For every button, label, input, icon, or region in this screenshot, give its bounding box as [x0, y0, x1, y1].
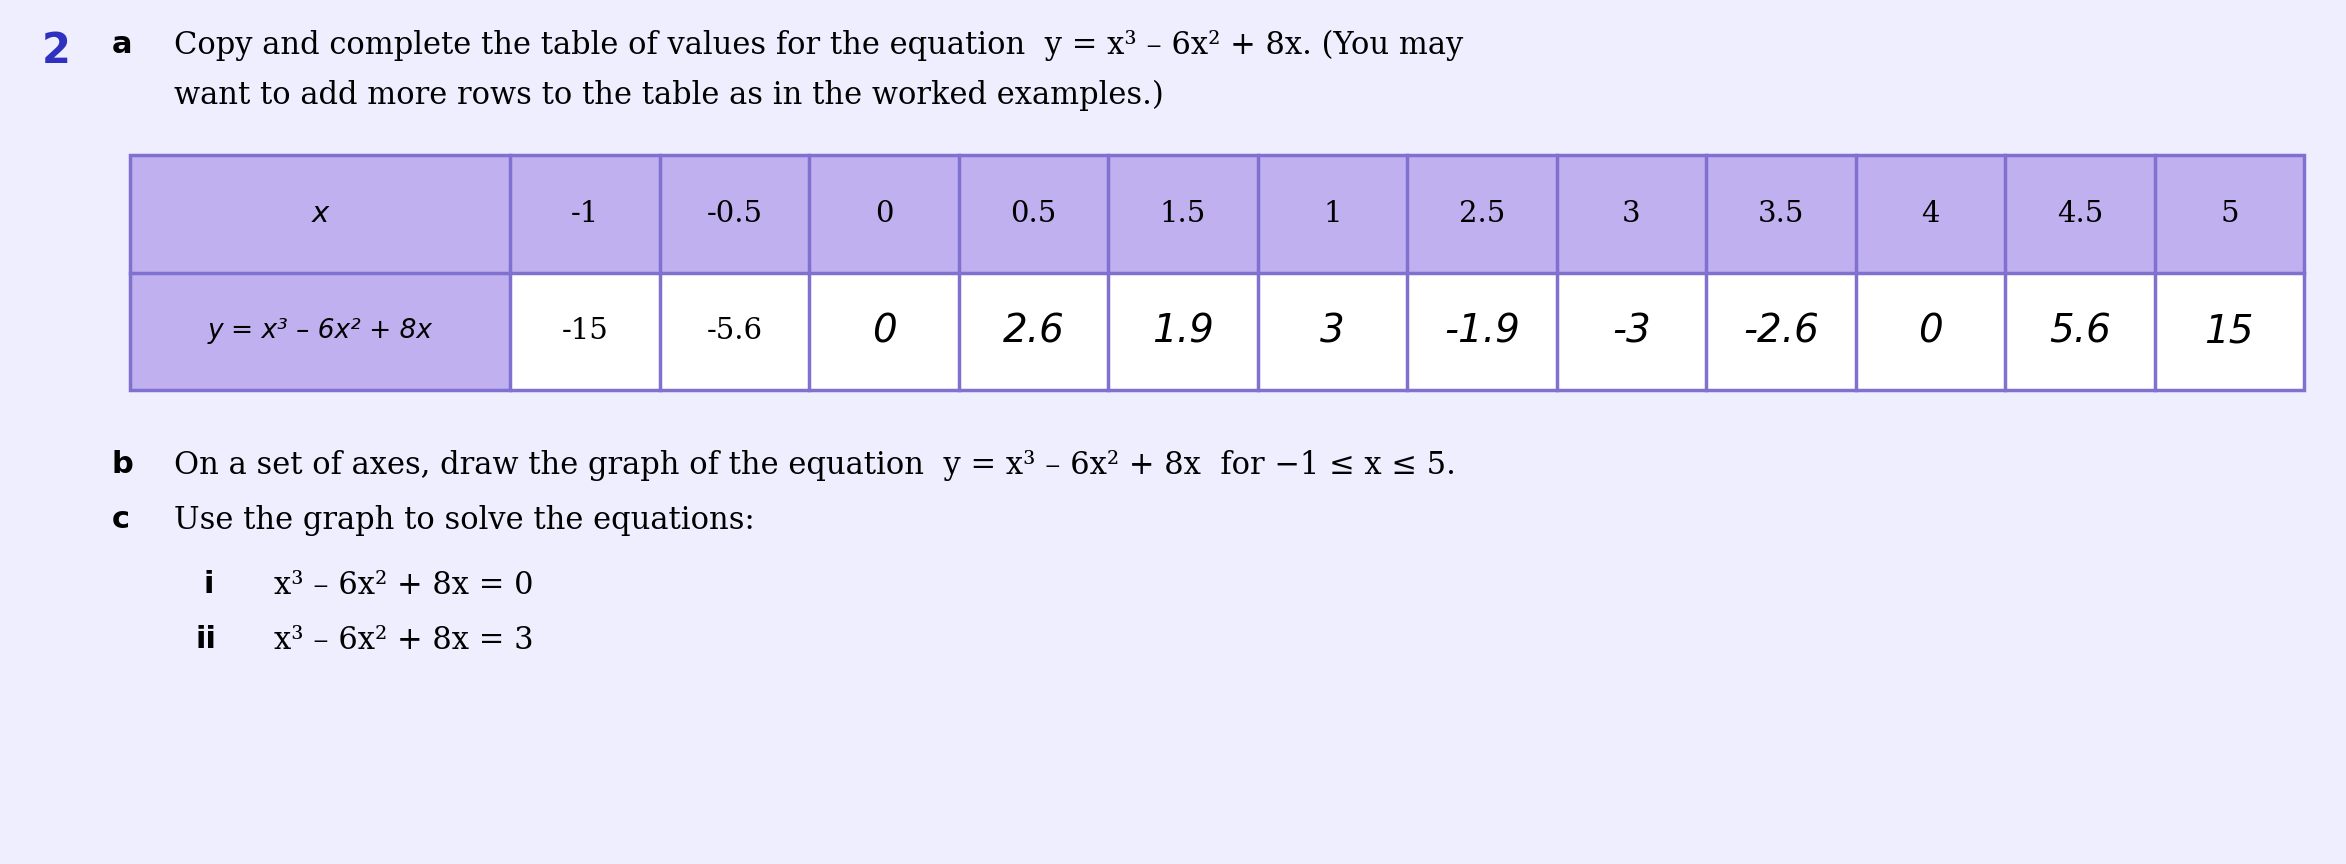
Bar — [129, 272, 511, 390]
Text: -1.9: -1.9 — [1445, 312, 1520, 350]
Text: 5.6: 5.6 — [2048, 312, 2111, 350]
Text: 15: 15 — [2205, 312, 2255, 350]
Text: b: b — [113, 450, 134, 479]
Text: -1: -1 — [570, 200, 598, 228]
Text: 0: 0 — [875, 200, 894, 228]
Text: 1.9: 1.9 — [1152, 312, 1213, 350]
Text: 5: 5 — [2219, 200, 2238, 228]
Text: -0.5: -0.5 — [706, 200, 762, 228]
Text: x³ – 6x² + 8x = 3: x³ – 6x² + 8x = 3 — [274, 625, 533, 656]
Text: 4.5: 4.5 — [2057, 200, 2102, 228]
Text: y = x³ – 6x² + 8x: y = x³ – 6x² + 8x — [209, 318, 432, 344]
Text: Use the graph to solve the equations:: Use the graph to solve the equations: — [174, 505, 755, 536]
Text: 0.5: 0.5 — [1011, 200, 1056, 228]
Text: -15: -15 — [561, 317, 608, 346]
Text: want to add more rows to the table as in the worked examples.): want to add more rows to the table as in… — [174, 80, 1164, 111]
Text: -3: -3 — [1612, 312, 1652, 350]
Text: 2: 2 — [42, 30, 70, 72]
Text: 3.5: 3.5 — [1757, 200, 1804, 228]
Text: -5.6: -5.6 — [706, 317, 762, 346]
Text: 4: 4 — [1921, 200, 1940, 228]
Text: 0: 0 — [873, 312, 896, 350]
Text: 3: 3 — [1321, 312, 1344, 350]
Text: ii: ii — [197, 625, 216, 654]
Bar — [129, 155, 2304, 390]
Text: a: a — [113, 30, 131, 59]
Text: Copy and complete the table of values for the equation  y = x³ – 6x² + 8x. (You : Copy and complete the table of values fo… — [174, 30, 1464, 61]
Text: 1.5: 1.5 — [1159, 200, 1206, 228]
Text: 1: 1 — [1323, 200, 1342, 228]
Text: x³ – 6x² + 8x = 0: x³ – 6x² + 8x = 0 — [274, 570, 533, 601]
Text: x: x — [312, 200, 328, 228]
Text: 0: 0 — [1919, 312, 1942, 350]
Text: On a set of axes, draw the graph of the equation  y = x³ – 6x² + 8x  for −1 ≤ x : On a set of axes, draw the graph of the … — [174, 450, 1457, 481]
Text: 2.6: 2.6 — [1002, 312, 1065, 350]
Bar — [511, 272, 2304, 390]
Text: 2.5: 2.5 — [1459, 200, 1506, 228]
Bar — [129, 155, 2304, 272]
Text: c: c — [113, 505, 129, 534]
Text: 3: 3 — [1621, 200, 1640, 228]
Text: i: i — [204, 570, 213, 599]
Text: -2.6: -2.6 — [1743, 312, 1818, 350]
